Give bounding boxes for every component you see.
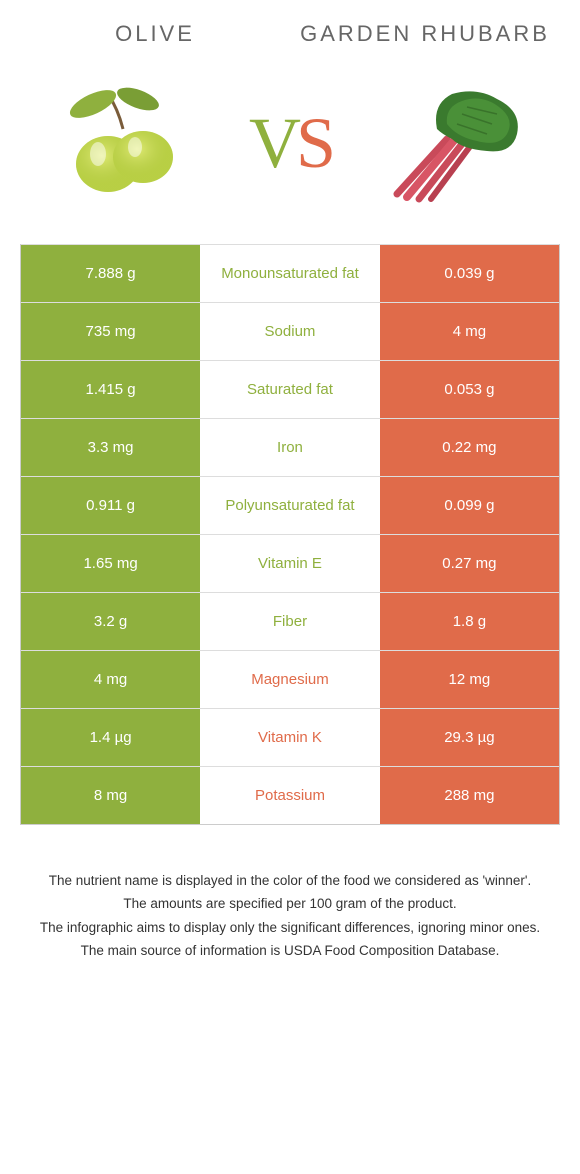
nutrient-label: Saturated fat: [200, 361, 380, 418]
right-value: 0.27 mg: [380, 535, 559, 592]
nutrient-label: Vitamin K: [200, 709, 380, 766]
nutrient-row: 1.415 gSaturated fat0.053 g: [21, 360, 559, 418]
footer-notes: The nutrient name is displayed in the co…: [20, 870, 560, 962]
nutrient-row: 0.911 gPolyunsaturated fat0.099 g: [21, 476, 559, 534]
right-value: 0.22 mg: [380, 419, 559, 476]
nutrient-row: 8 mgPotassium288 mg: [21, 766, 559, 824]
header-left: Olive: [20, 20, 290, 49]
right-value: 288 mg: [380, 767, 559, 824]
nutrient-label: Potassium: [200, 767, 380, 824]
left-value: 8 mg: [21, 767, 200, 824]
nutrient-row: 1.4 µgVitamin K29.3 µg: [21, 708, 559, 766]
nutrient-label: Magnesium: [200, 651, 380, 708]
footer-line-4: The main source of information is USDA F…: [30, 940, 550, 962]
footer-line-1: The nutrient name is displayed in the co…: [30, 870, 550, 892]
nutrient-label: Iron: [200, 419, 380, 476]
nutrient-label: Monounsaturated fat: [200, 245, 380, 302]
vs-label: VS: [249, 102, 331, 185]
header-row: Olive Garden Rhubarb: [20, 20, 560, 49]
left-value: 3.3 mg: [21, 419, 200, 476]
right-value: 4 mg: [380, 303, 559, 360]
nutrient-label: Sodium: [200, 303, 380, 360]
left-value: 1.65 mg: [21, 535, 200, 592]
left-value: 7.888 g: [21, 245, 200, 302]
left-value: 4 mg: [21, 651, 200, 708]
nutrient-label: Polyunsaturated fat: [200, 477, 380, 534]
nutrient-label: Fiber: [200, 593, 380, 650]
images-row: VS: [20, 79, 560, 209]
olive-image: [43, 79, 203, 209]
right-value: 0.039 g: [380, 245, 559, 302]
left-title: Olive: [20, 20, 290, 49]
nutrient-row: 7.888 gMonounsaturated fat0.039 g: [21, 244, 559, 302]
right-value: 29.3 µg: [380, 709, 559, 766]
nutrient-row: 3.2 gFiber1.8 g: [21, 592, 559, 650]
left-value: 735 mg: [21, 303, 200, 360]
nutrient-table: 7.888 gMonounsaturated fat0.039 g735 mgS…: [20, 244, 560, 825]
header-right: Garden Rhubarb: [290, 20, 560, 49]
right-value: 12 mg: [380, 651, 559, 708]
right-value: 0.099 g: [380, 477, 559, 534]
right-value: 0.053 g: [380, 361, 559, 418]
vs-s: S: [296, 103, 331, 183]
right-title: Garden Rhubarb: [290, 20, 560, 49]
right-value: 1.8 g: [380, 593, 559, 650]
nutrient-row: 4 mgMagnesium12 mg: [21, 650, 559, 708]
vs-v: V: [249, 103, 296, 183]
left-value: 1.4 µg: [21, 709, 200, 766]
left-value: 0.911 g: [21, 477, 200, 534]
rhubarb-image: [377, 79, 537, 209]
nutrient-label: Vitamin E: [200, 535, 380, 592]
footer-line-3: The infographic aims to display only the…: [30, 917, 550, 939]
left-value: 1.415 g: [21, 361, 200, 418]
nutrient-row: 1.65 mgVitamin E0.27 mg: [21, 534, 559, 592]
left-value: 3.2 g: [21, 593, 200, 650]
nutrient-row: 3.3 mgIron0.22 mg: [21, 418, 559, 476]
footer-line-2: The amounts are specified per 100 gram o…: [30, 893, 550, 915]
nutrient-row: 735 mgSodium4 mg: [21, 302, 559, 360]
